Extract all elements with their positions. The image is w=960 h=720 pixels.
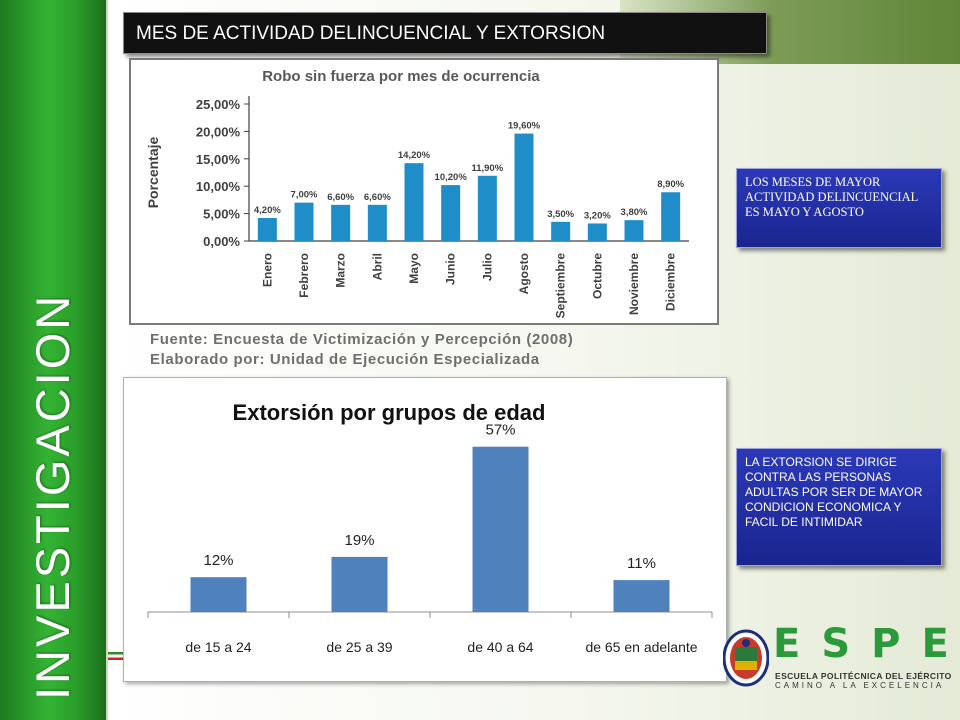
x-tick-label: Noviembre: [627, 253, 641, 315]
espe-letters: ESPE: [773, 621, 960, 667]
x-tick-label: de 40 a 64: [467, 639, 533, 655]
x-tick-label: Julio: [480, 253, 494, 281]
bar: [661, 192, 681, 241]
chart-title: Robo sin fuerza por mes de ocurrencia: [262, 68, 540, 85]
data-label: 14,20%: [398, 150, 431, 161]
x-tick-label: Febrero: [297, 253, 311, 298]
data-label: 10,20%: [435, 172, 468, 183]
data-label: 7,00%: [291, 190, 318, 201]
x-tick-label: de 65 en adelante: [585, 639, 697, 655]
chart-panel-extorsion: Extorsión por grupos de edad 12% de 15 a 2…: [123, 377, 727, 682]
data-label: 8,90%: [657, 179, 684, 190]
y-tick-label: 20,00%: [196, 124, 241, 139]
flag-stripe: [108, 652, 128, 660]
bar: [331, 556, 388, 612]
data-label: 11%: [627, 555, 656, 572]
x-tick-label: Septiembre: [554, 253, 568, 319]
side-band: INVESTIGACION: [0, 0, 108, 720]
data-label: 19,60%: [508, 121, 541, 132]
bar: [367, 204, 387, 241]
data-label: 6,60%: [327, 192, 354, 203]
bar: [441, 185, 461, 241]
y-axis-label: Porcentaje: [145, 136, 161, 208]
note-extorsion-text: LA EXTORSION SE DIRIGE CONTRA LAS PERSON…: [745, 455, 923, 529]
y-tick-label: 10,00%: [196, 179, 241, 194]
bar: [331, 204, 351, 241]
bar: [587, 223, 607, 241]
data-label: 19%: [344, 532, 374, 549]
x-tick-label: Junio: [444, 253, 458, 285]
espe-name: ESCUELA POLITÉCNICA DEL EJÉRCITO: [775, 671, 952, 681]
x-tick-label: Enero: [260, 253, 274, 287]
data-label: 3,50%: [547, 209, 574, 220]
x-tick-label: de 15 a 24: [185, 639, 251, 655]
slide-header: MES DE ACTIVIDAD DELINCUENCIAL Y EXTORSI…: [123, 12, 767, 54]
bar: [514, 133, 534, 241]
source-line-2: Elaborado por: Unidad de Ejecución Espec…: [150, 351, 540, 368]
x-tick-label: Octubre: [590, 253, 604, 299]
x-tick-label: Agosto: [517, 253, 531, 294]
espe-seal-icon: [723, 629, 769, 687]
data-label: 12%: [203, 552, 233, 569]
bar: [624, 220, 644, 241]
x-tick-label: Abril: [370, 253, 384, 280]
data-label: 3,20%: [584, 210, 611, 221]
espe-motto: CAMINO A LA EXCELENCIA: [775, 681, 945, 690]
x-tick-label: de 25 a 39: [326, 639, 392, 655]
y-tick-label: 15,00%: [196, 152, 241, 167]
bar: [190, 577, 247, 612]
note-extorsion: LA EXTORSION SE DIRIGE CONTRA LAS PERSON…: [736, 448, 942, 566]
slide-header-text: MES DE ACTIVIDAD DELINCUENCIAL Y EXTORSI…: [136, 23, 606, 44]
chart-title: Extorsión por grupos de edad: [233, 400, 546, 425]
bar: [613, 580, 670, 612]
source-note: Fuente: Encuesta de Victimización y Perc…: [150, 330, 720, 375]
note-meses-text: LOS MESES DE MAYOR ACTIVIDAD DELINCUENCI…: [745, 175, 918, 219]
y-tick-label: 0,00%: [203, 234, 240, 249]
bar: [294, 202, 314, 241]
x-tick-label: Diciembre: [664, 253, 678, 311]
bar: [472, 446, 529, 612]
y-tick-label: 5,00%: [203, 207, 240, 222]
chart-panel-robo: Robo sin fuerza por mes de ocurrencia Por…: [129, 58, 719, 325]
data-label: 3,80%: [621, 207, 648, 218]
bar: [551, 221, 571, 241]
x-tick-label: Mayo: [407, 253, 421, 284]
data-label: 11,90%: [471, 163, 503, 174]
data-label: 4,20%: [254, 205, 281, 216]
note-meses: LOS MESES DE MAYOR ACTIVIDAD DELINCUENCI…: [736, 168, 942, 248]
bar: [257, 217, 277, 241]
x-tick-label: Marzo: [334, 253, 348, 288]
chart-extorsion: Extorsión por grupos de edad 12% de 15 a 2…: [147, 400, 713, 655]
data-label: 6,60%: [364, 192, 391, 203]
bar: [404, 163, 424, 241]
bar: [477, 175, 497, 241]
y-tick-label: 25,00%: [196, 97, 241, 112]
chart-robo: Robo sin fuerza por mes de ocurrencia Por…: [145, 68, 689, 319]
source-line-1: Fuente: Encuesta de Victimización y Perc…: [150, 331, 574, 348]
side-title: INVESTIGACION: [26, 292, 79, 700]
espe-logo: ESPE ESCUELA POLITÉCNICA DEL EJÉRCITO CA…: [715, 621, 960, 693]
data-label: 57%: [485, 422, 515, 439]
